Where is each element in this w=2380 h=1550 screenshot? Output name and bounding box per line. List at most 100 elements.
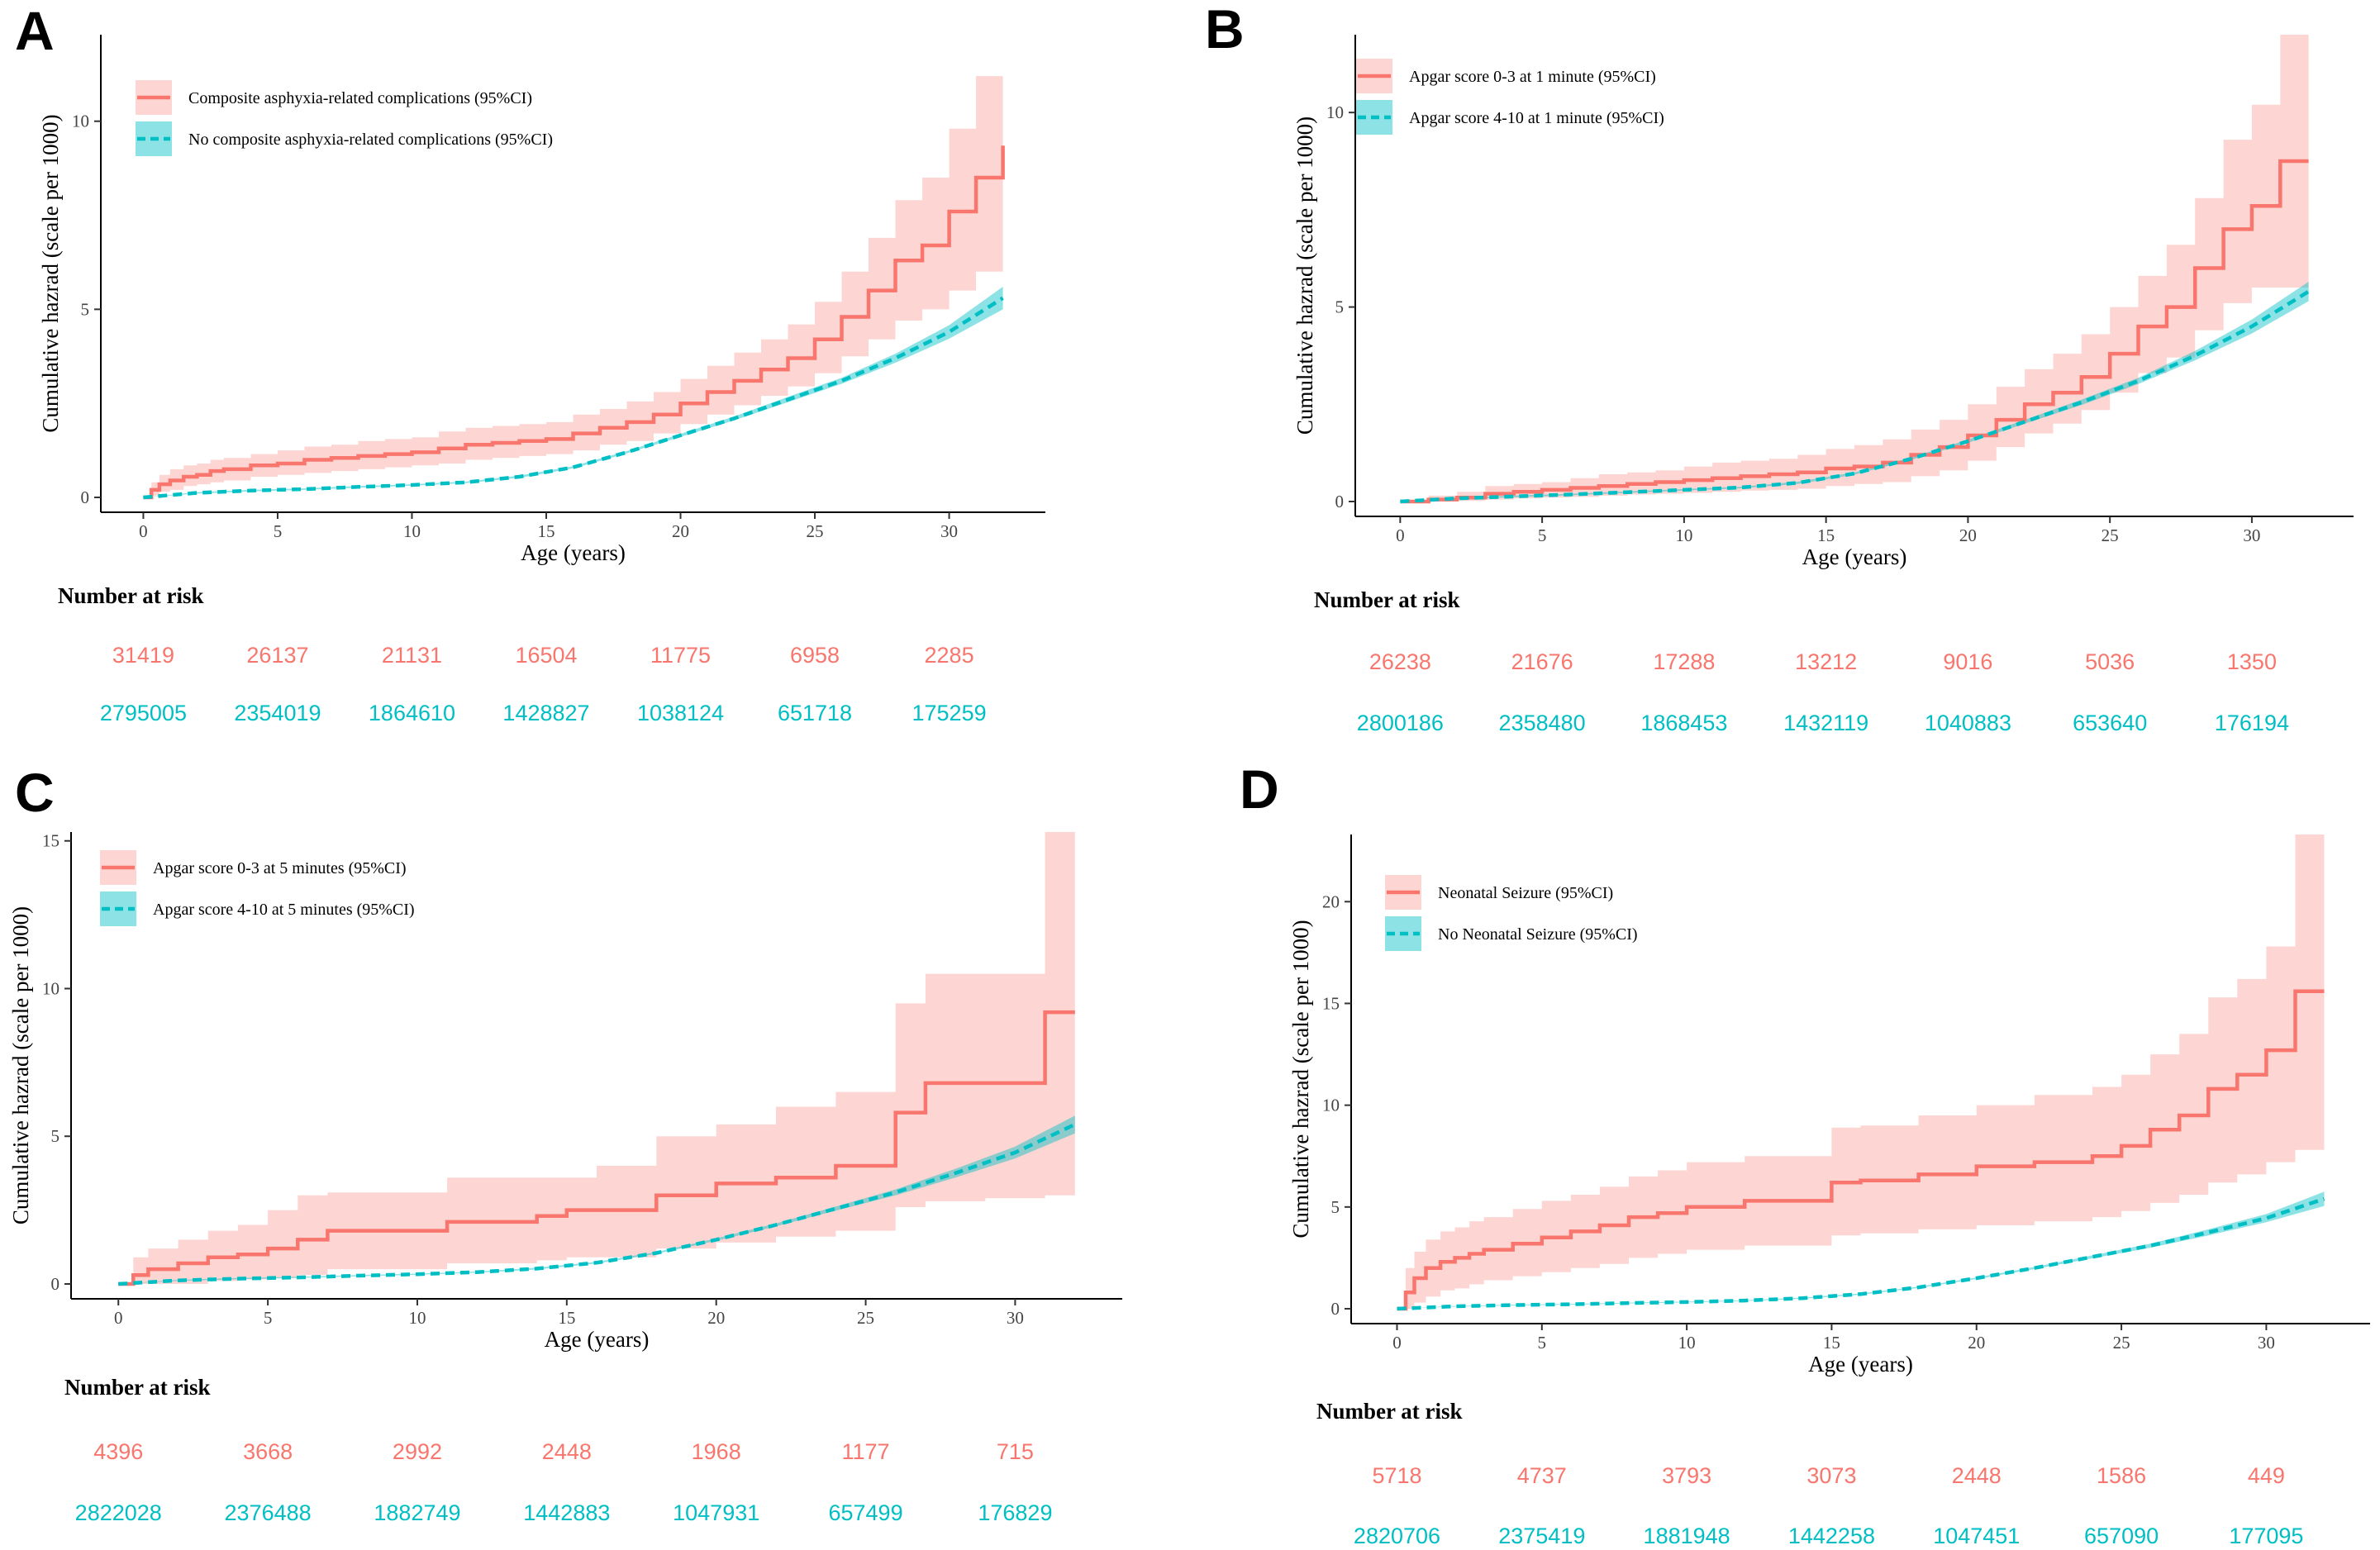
y-tick-label: 10	[42, 978, 60, 998]
legend-label: Neonatal Seizure (95%CI)	[1438, 884, 1613, 902]
x-tick-label: 0	[1396, 525, 1405, 545]
risk-number: 2448	[1952, 1463, 2002, 1488]
panel-letter: D	[1240, 758, 1279, 820]
x-tick-label: 5	[274, 521, 283, 541]
risk-number: 2448	[542, 1439, 592, 1464]
x-tick-label: 20	[1959, 525, 1977, 545]
legend-label: Composite asphyxia-related complications…	[188, 89, 532, 107]
risk-number: 1868453	[1640, 711, 1727, 735]
x-tick-label: 15	[537, 521, 555, 541]
risk-number: 2285	[925, 643, 974, 668]
risk-number: 16504	[515, 643, 577, 668]
y-axis-title: Cumulative hazrad (scale per 1000)	[1288, 920, 1313, 1238]
risk-number: 2354019	[234, 701, 321, 725]
risk-number: 11775	[650, 643, 711, 668]
y-axis-title: Cumulative hazrad (scale per 1000)	[8, 906, 33, 1224]
panel-a: A 0 5 10 15 20 25 30 0 5 10 Age (years) Cumulative h…	[15, 0, 1045, 725]
ci-band-series-1	[143, 35, 1003, 497]
series-line-1	[1397, 989, 2325, 1311]
risk-number: 176829	[978, 1500, 1052, 1525]
risk-number: 1047931	[673, 1500, 759, 1525]
x-tick-label: 10	[1675, 525, 1692, 545]
risk-number: 26238	[1369, 649, 1431, 674]
risk-table-title: Number at risk	[1314, 587, 1460, 612]
x-tick-label: 20	[672, 521, 689, 541]
risk-number: 5718	[1372, 1463, 1421, 1488]
risk-table-title: Number at risk	[64, 1375, 211, 1400]
x-tick-label: 30	[1007, 1308, 1024, 1328]
legend: Neonatal Seizure (95%CI) No Neonatal Seiz…	[1385, 875, 1638, 951]
risk-number: 1432119	[1783, 711, 1868, 735]
risk-table: Number at risk 4396 3668 2992 2448 1968 1177 71…	[64, 1375, 1052, 1525]
risk-number: 1882749	[374, 1500, 460, 1525]
risk-number: 1047451	[1933, 1524, 2020, 1548]
series-line-1	[1400, 159, 2309, 504]
x-tick-label: 5	[1538, 525, 1547, 545]
x-tick-label: 30	[2243, 525, 2260, 545]
y-tick-label: 20	[1322, 891, 1340, 911]
risk-number: 1442258	[1788, 1524, 1875, 1548]
risk-number: 4737	[1517, 1463, 1567, 1488]
x-tick-label: 25	[2113, 1333, 2130, 1353]
legend-label: Apgar score 0-3 at 1 minute (95%CI)	[1409, 68, 1656, 86]
risk-number: 653640	[2073, 711, 2147, 735]
y-tick-label: 10	[1326, 102, 1344, 122]
series-line-2	[143, 296, 1004, 500]
series-line-2	[1397, 1196, 2325, 1311]
risk-number: 1586	[2097, 1463, 2146, 1488]
risk-number: 13212	[1795, 649, 1857, 674]
risk-number: 4396	[93, 1439, 143, 1464]
y-tick-label: 10	[1322, 1096, 1340, 1115]
y-tick-label: 0	[1335, 492, 1345, 511]
risk-number: 31419	[112, 643, 174, 668]
y-tick-label: 15	[42, 831, 60, 851]
risk-number: 21131	[382, 643, 442, 668]
x-tick-label: 25	[807, 521, 824, 541]
risk-number: 1040883	[1925, 711, 2011, 735]
y-tick-label: 0	[81, 487, 90, 507]
risk-number: 6958	[790, 643, 840, 668]
risk-number: 2820706	[1354, 1524, 1440, 1548]
risk-number: 2992	[393, 1439, 442, 1464]
risk-number: 176194	[2215, 711, 2289, 735]
series-line-1	[118, 1010, 1075, 1286]
risk-number: 1428827	[502, 701, 589, 725]
x-tick-label: 30	[940, 521, 958, 541]
y-tick-label: 5	[1335, 297, 1345, 317]
x-tick-label: 15	[1823, 1333, 1840, 1353]
legend-label: Apgar score 4-10 at 5 minutes (95%CI)	[153, 901, 415, 919]
x-tick-label: 25	[857, 1308, 874, 1328]
x-tick-label: 0	[114, 1308, 123, 1328]
x-axis-title: Age (years)	[545, 1327, 650, 1352]
risk-table: Number at risk 31419 26137 21131 16504 11775 6…	[58, 583, 987, 725]
x-axis-title: Age (years)	[1808, 1352, 1913, 1376]
x-tick-label: 15	[558, 1308, 575, 1328]
risk-number: 449	[2248, 1463, 2285, 1488]
ci-band-series-1	[1400, 35, 2309, 502]
legend: Apgar score 0-3 at 1 minute (95%CI) Apgar…	[1356, 59, 1664, 135]
x-tick-label: 30	[2258, 1333, 2275, 1353]
risk-number: 2795005	[100, 701, 187, 725]
y-axis-title: Cumulative hazrad (scale per 1000)	[38, 114, 63, 432]
risk-number: 1968	[692, 1439, 741, 1464]
risk-number: 21676	[1511, 649, 1573, 674]
y-axis-title: Cumulative hazrad (scale per 1000)	[1292, 116, 1317, 435]
legend: Apgar score 0-3 at 5 minutes (95%CI) Apga…	[100, 850, 415, 926]
risk-number: 2822028	[75, 1500, 162, 1525]
y-tick-label: 5	[51, 1126, 60, 1146]
legend-label: Apgar score 0-3 at 5 minutes (95%CI)	[153, 859, 407, 877]
risk-number: 3073	[1806, 1463, 1856, 1488]
legend-label: Apgar score 4-10 at 1 minute (95%CI)	[1409, 109, 1664, 127]
x-axis-title: Age (years)	[521, 540, 626, 565]
risk-number: 2358480	[1499, 711, 1586, 735]
y-tick-label: 5	[81, 299, 90, 319]
risk-number: 26137	[246, 643, 308, 668]
ci-band-series-1	[1397, 834, 2325, 1309]
x-tick-label: 0	[139, 521, 148, 541]
risk-number: 1881948	[1644, 1524, 1730, 1548]
risk-number: 1038124	[637, 701, 724, 725]
x-tick-label: 20	[1968, 1333, 1985, 1353]
risk-number: 2376488	[225, 1500, 312, 1525]
